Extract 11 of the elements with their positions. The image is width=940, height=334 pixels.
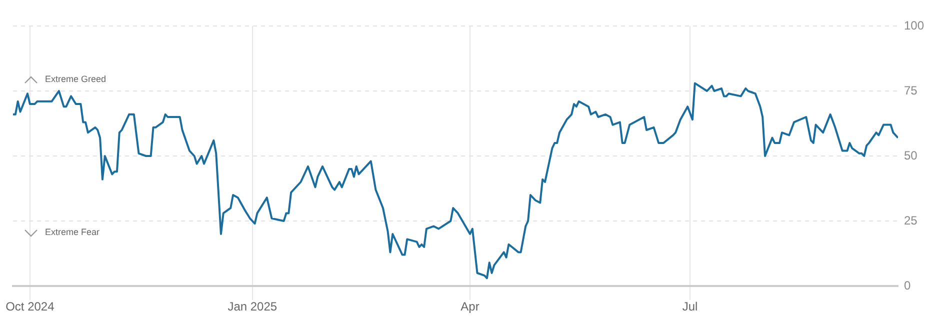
y-tick-label: 0: [904, 278, 911, 292]
annotation: Extreme Fear: [45, 227, 100, 237]
y-tick-label: 50: [904, 148, 918, 162]
y-tick-label: 75: [904, 83, 918, 98]
x-tick-label: Jan 2025: [228, 300, 278, 314]
annotation: Extreme Greed: [45, 74, 106, 84]
x-tick-label: Apr: [460, 300, 480, 314]
x-tick-label: Jul: [682, 300, 698, 314]
x-tick-label: Oct 2024: [6, 300, 55, 314]
y-tick-label: 25: [904, 213, 918, 228]
y-tick-label: 100: [904, 18, 924, 32]
